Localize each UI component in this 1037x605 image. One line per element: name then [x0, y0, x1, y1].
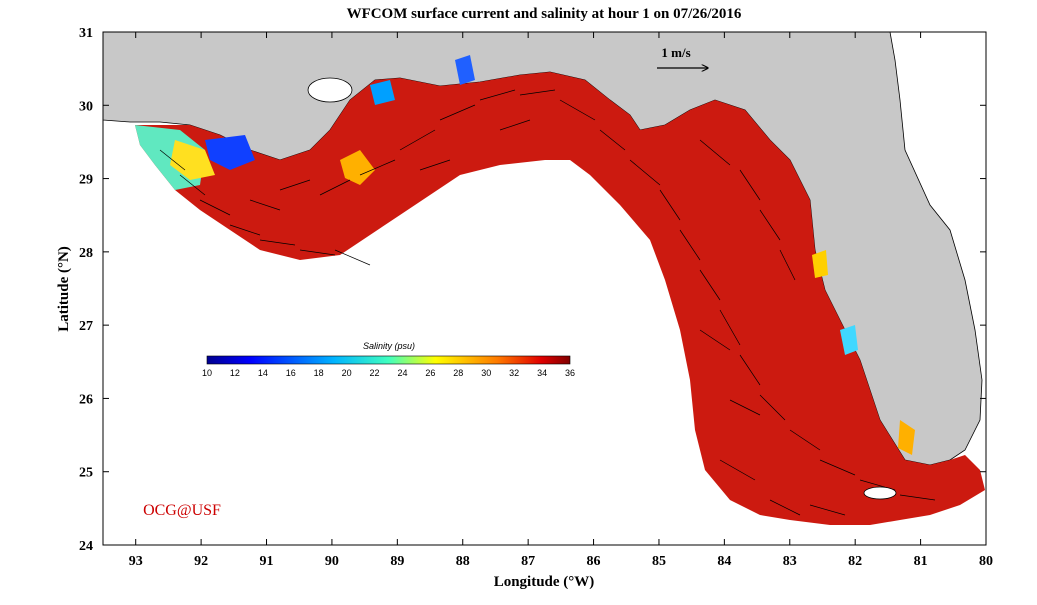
y-axis-ticks: 31 30 29 28 27 26 25 24 — [79, 26, 986, 554]
pontchartrain-low — [370, 80, 395, 105]
y-tick-label: 29 — [79, 173, 93, 188]
x-tick-label: 85 — [652, 554, 666, 569]
mississippi-plume — [340, 150, 375, 185]
x-tick-label: 88 — [456, 554, 470, 569]
x-tick-label: 91 — [260, 554, 274, 569]
y-tick-label: 30 — [79, 99, 93, 114]
y-tick-label: 28 — [79, 246, 93, 261]
x-tick-label: 86 — [587, 554, 601, 569]
colorbar-tick-label: 22 — [370, 368, 380, 378]
colorbar-tick-label: 26 — [425, 368, 435, 378]
charlotte-harbor-low — [840, 325, 858, 355]
colorbar-tick-label: 36 — [565, 368, 575, 378]
colorbar-tick-label: 16 — [286, 368, 296, 378]
lake-pontchartrain — [307, 77, 353, 103]
plot-frame — [102, 31, 987, 546]
x-tick-label: 90 — [325, 554, 339, 569]
x-tick-label: 89 — [390, 554, 404, 569]
keys-islands — [863, 486, 897, 500]
colorbar-tick-label: 20 — [342, 368, 352, 378]
y-tick-label: 31 — [79, 26, 93, 41]
colorbar — [206, 355, 571, 365]
x-tick-label: 82 — [848, 554, 862, 569]
vermilion-bay-low — [205, 135, 255, 170]
y-tick-label: 27 — [79, 319, 93, 334]
mobile-bay-low — [455, 55, 475, 85]
current-vectors — [159, 89, 936, 516]
x-tick-label: 80 — [979, 554, 993, 569]
scale-arrow-label: 1 m/s — [661, 45, 690, 60]
tampa-bay-low — [812, 250, 828, 278]
x-tick-label: 81 — [914, 554, 928, 569]
credit-label: OCG@USF — [143, 502, 221, 519]
colorbar-tick-label: 30 — [481, 368, 491, 378]
colorbar-tick-label: 10 — [202, 368, 212, 378]
x-axis-ticks: 93 92 91 90 89 88 87 86 85 84 83 82 81 80 — [129, 32, 993, 569]
ocean-salinity-field — [135, 72, 985, 525]
colorbar-tick-label: 34 — [537, 368, 547, 378]
x-axis-label: Longitude (°W) — [494, 574, 595, 590]
x-tick-label: 92 — [194, 554, 208, 569]
x-tick-label: 87 — [521, 554, 535, 569]
florida-bay-low — [898, 420, 915, 455]
y-axis-label: Latitude (°N) — [56, 246, 72, 332]
map-title: WFCOM surface current and salinity at ho… — [347, 6, 742, 22]
colorbar-tick-label: 24 — [397, 368, 407, 378]
colorbar-tick-label: 12 — [230, 368, 240, 378]
colorbar-ticks: 10 12 14 16 18 20 22 24 26 28 30 32 34 36 — [202, 368, 575, 378]
y-tick-label: 25 — [79, 466, 93, 481]
x-tick-label: 93 — [129, 554, 143, 569]
atchafalaya-plume-core — [170, 140, 215, 180]
colorbar-tick-label: 28 — [453, 368, 463, 378]
colorbar-tick-label: 14 — [258, 368, 268, 378]
y-tick-label: 24 — [79, 539, 93, 554]
colorbar-tick-label: 32 — [509, 368, 519, 378]
y-tick-label: 26 — [79, 392, 93, 407]
colorbar-tick-label: 18 — [314, 368, 324, 378]
x-tick-label: 84 — [717, 554, 731, 569]
x-tick-label: 83 — [783, 554, 797, 569]
colorbar-title: Salinity (psu) — [363, 341, 415, 351]
